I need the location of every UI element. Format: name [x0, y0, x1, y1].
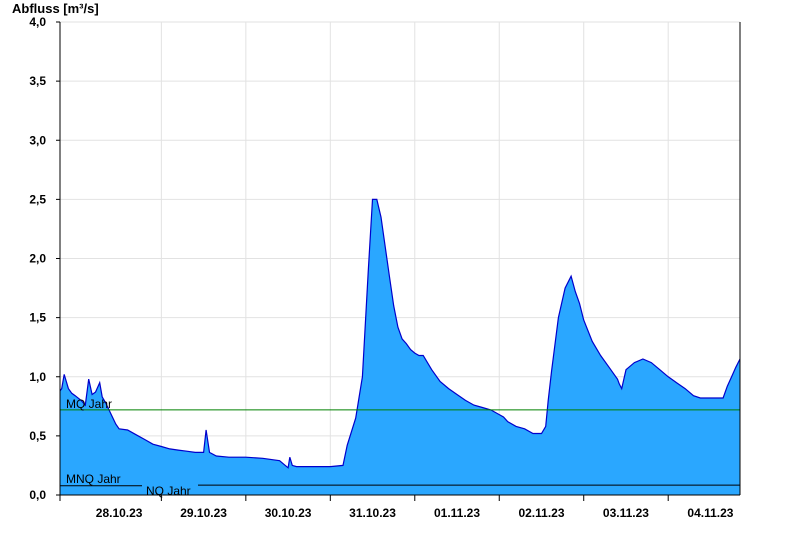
y-tick-label: 3,0: [29, 133, 46, 147]
x-tick-label: 02.11.23: [518, 506, 564, 520]
mq-jahr-label: MQ Jahr: [66, 397, 112, 411]
x-tick-labels: 28.10.23 29.10.23 30.10.23 31.10.23 01.11.23…: [96, 506, 734, 520]
mnq-jahr-label: MNQ Jahr: [66, 472, 121, 486]
x-tick-label: 30.10.23: [265, 506, 312, 520]
y-tick-label: 4,0: [29, 15, 46, 29]
x-tick-label: 28.10.23: [96, 506, 143, 520]
nq-jahr-label: NQ Jahr: [146, 484, 191, 498]
reference-lines: MQ Jahr MNQ Jahr NQ Jahr: [60, 397, 740, 498]
y-tick-label: 2,5: [29, 192, 46, 206]
x-tick-label: 04.11.23: [687, 506, 733, 520]
x-tick-label: 01.11.23: [434, 506, 480, 520]
y-tick-labels: 0,0 0,5 1,0 1,5 2,0 2,5 3,0 3,5 4,0: [29, 15, 46, 502]
discharge-area: [60, 199, 740, 495]
y-tick-label: 2,0: [29, 252, 46, 266]
y-tick-label: 0,5: [29, 429, 46, 443]
y-tick-label: 1,5: [29, 311, 46, 325]
y-tick-label: 0,0: [29, 488, 46, 502]
y-tick-label: 1,0: [29, 370, 46, 384]
x-tick-label: 31.10.23: [349, 506, 396, 520]
x-tick-label: 29.10.23: [180, 506, 227, 520]
discharge-line: [59, 198, 741, 469]
plot-area: [59, 198, 741, 495]
axes: [56, 21, 741, 501]
y-tick-label: 3,5: [29, 74, 46, 88]
y-axis-title: Abfluss [m³/s]: [12, 1, 99, 16]
x-tick-label: 03.11.23: [603, 506, 649, 520]
